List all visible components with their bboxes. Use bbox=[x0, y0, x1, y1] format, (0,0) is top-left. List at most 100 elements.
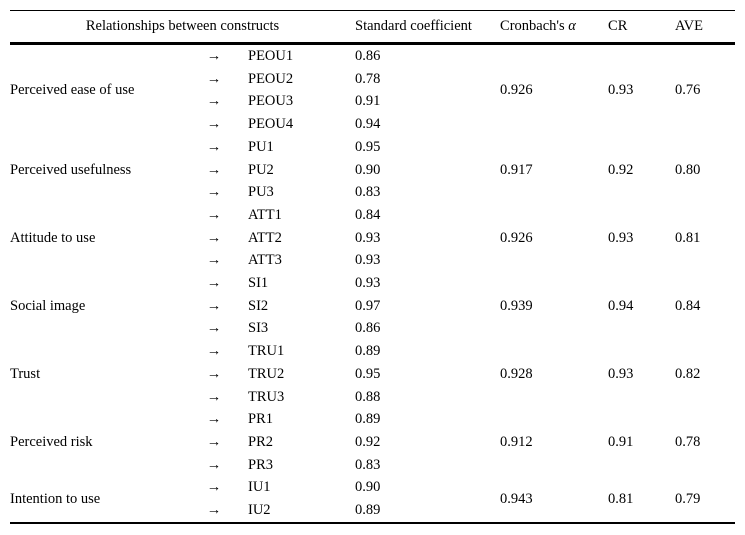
arrow-icon: → bbox=[206, 70, 222, 87]
construct-cell: Perceived risk bbox=[10, 433, 93, 450]
item-cell: ATT2 bbox=[248, 229, 282, 246]
table-row: → PR2 0.92 bbox=[10, 431, 735, 454]
reliability-table: Relationships between constructs Standar… bbox=[10, 10, 736, 524]
table-row: → PEOU3 0.91 bbox=[10, 90, 735, 113]
item-cell: PU2 bbox=[248, 161, 274, 178]
alpha-symbol: α bbox=[568, 18, 576, 34]
coefficient-cell: 0.83 bbox=[355, 184, 381, 201]
construct-cell: Perceived ease of use bbox=[10, 82, 135, 99]
coefficient-cell: 0.90 bbox=[355, 479, 381, 496]
cronbach-alpha-cell: 0.926 bbox=[500, 229, 533, 246]
header-relationships: Relationships between constructs bbox=[10, 10, 356, 45]
coefficient-cell: 0.93 bbox=[355, 275, 381, 292]
cr-cell: 0.92 bbox=[608, 161, 634, 178]
coefficient-cell: 0.89 bbox=[355, 411, 381, 428]
ave-cell: 0.82 bbox=[675, 365, 701, 382]
coefficient-cell: 0.83 bbox=[355, 456, 381, 473]
cr-cell: 0.93 bbox=[608, 365, 634, 382]
item-cell: PR1 bbox=[248, 411, 273, 428]
item-cell: PR2 bbox=[248, 433, 273, 450]
arrow-icon: → bbox=[206, 297, 222, 314]
item-cell: TRU2 bbox=[248, 365, 285, 382]
item-cell: PU1 bbox=[248, 138, 274, 155]
item-cell: SI1 bbox=[248, 275, 269, 292]
coefficient-cell: 0.84 bbox=[355, 206, 381, 223]
header-cr: CR bbox=[608, 10, 676, 45]
arrow-icon: → bbox=[206, 479, 222, 496]
table-row: → SI3 0.86 bbox=[10, 317, 735, 340]
table-row: Attitude to use → ATT1 0.84 0.926 0.93 0… bbox=[10, 204, 735, 246]
item-cell: PEOU3 bbox=[248, 93, 294, 110]
table-row: → TRU2 0.95 bbox=[10, 363, 735, 386]
coefficient-cell: 0.89 bbox=[355, 343, 381, 360]
cr-cell: 0.93 bbox=[608, 82, 634, 99]
cronbach-alpha-cell: 0.943 bbox=[500, 490, 533, 507]
coefficient-cell: 0.78 bbox=[355, 70, 381, 87]
arrow-icon: → bbox=[206, 206, 222, 223]
ave-cell: 0.76 bbox=[675, 82, 701, 99]
header-standard-coefficient: Standard coefficient bbox=[355, 10, 501, 45]
header-cronbachs-alpha: Cronbach's α bbox=[500, 10, 609, 45]
cronbach-label: Cronbach's bbox=[500, 18, 565, 34]
ave-cell: 0.80 bbox=[675, 161, 701, 178]
cronbach-alpha-cell: 0.917 bbox=[500, 161, 533, 178]
table-row: → PU3 0.83 bbox=[10, 181, 735, 204]
coefficient-cell: 0.86 bbox=[355, 320, 381, 337]
table-row: Intention to use → IU1 0.90 0.943 0.81 0… bbox=[10, 476, 735, 506]
item-cell: PEOU4 bbox=[248, 116, 294, 133]
coefficient-cell: 0.93 bbox=[355, 229, 381, 246]
coefficient-cell: 0.95 bbox=[355, 365, 381, 382]
arrow-icon: → bbox=[206, 456, 222, 473]
arrow-icon: → bbox=[206, 116, 222, 133]
item-cell: PR3 bbox=[248, 456, 273, 473]
item-cell: ATT1 bbox=[248, 206, 282, 223]
table-row: → ATT2 0.93 bbox=[10, 227, 735, 250]
arrow-icon: → bbox=[206, 138, 222, 155]
coefficient-cell: 0.94 bbox=[355, 116, 381, 133]
arrow-icon: → bbox=[206, 388, 222, 405]
construct-cell: Attitude to use bbox=[10, 229, 96, 246]
table-row: → IU2 0.89 bbox=[10, 499, 735, 523]
table-body: Perceived ease of use → PEOU1 0.86 0.926… bbox=[10, 44, 735, 523]
header-row: Relationships between constructs Standar… bbox=[10, 10, 736, 45]
item-cell: TRU3 bbox=[248, 388, 285, 405]
cronbach-alpha-cell: 0.926 bbox=[500, 82, 533, 99]
cronbach-alpha-cell: 0.912 bbox=[500, 433, 533, 450]
arrow-icon: → bbox=[206, 411, 222, 428]
ave-cell: 0.79 bbox=[675, 490, 701, 507]
item-cell: SI3 bbox=[248, 320, 269, 337]
table-row: Perceived usefulness → PU1 0.95 0.917 0.… bbox=[10, 136, 735, 178]
header-ave: AVE bbox=[675, 10, 736, 45]
coefficient-cell: 0.86 bbox=[355, 48, 381, 64]
arrow-icon: → bbox=[206, 502, 222, 519]
item-cell: IU1 bbox=[248, 479, 271, 496]
arrow-icon: → bbox=[206, 229, 222, 246]
cr-cell: 0.81 bbox=[608, 490, 634, 507]
table-row: → TRU3 0.88 bbox=[10, 386, 735, 409]
item-cell: IU2 bbox=[248, 502, 271, 519]
construct-cell: Trust bbox=[10, 365, 41, 382]
arrow-icon: → bbox=[206, 275, 222, 292]
cr-cell: 0.94 bbox=[608, 297, 634, 314]
arrow-icon: → bbox=[206, 365, 222, 382]
arrow-icon: → bbox=[206, 343, 222, 360]
arrow-icon: → bbox=[206, 48, 222, 64]
cr-cell: 0.91 bbox=[608, 433, 634, 450]
cronbach-alpha-cell: 0.939 bbox=[500, 297, 533, 314]
ave-cell: 0.81 bbox=[675, 229, 701, 246]
item-cell: ATT3 bbox=[248, 252, 282, 269]
coefficient-cell: 0.89 bbox=[355, 502, 381, 519]
ave-cell: 0.78 bbox=[675, 433, 701, 450]
construct-cell: Social image bbox=[10, 297, 86, 314]
table-row: → SI2 0.97 bbox=[10, 295, 735, 318]
table-row: → PEOU2 0.78 bbox=[10, 68, 735, 91]
coefficient-cell: 0.90 bbox=[355, 161, 381, 178]
table-row: Perceived ease of use → PEOU1 0.86 0.926… bbox=[10, 44, 735, 98]
coefficient-cell: 0.97 bbox=[355, 297, 381, 314]
arrow-icon: → bbox=[206, 93, 222, 110]
coefficient-cell: 0.93 bbox=[355, 252, 381, 269]
item-cell: SI2 bbox=[248, 297, 269, 314]
ave-cell: 0.84 bbox=[675, 297, 701, 314]
table-header: Relationships between constructs Standar… bbox=[10, 10, 736, 45]
